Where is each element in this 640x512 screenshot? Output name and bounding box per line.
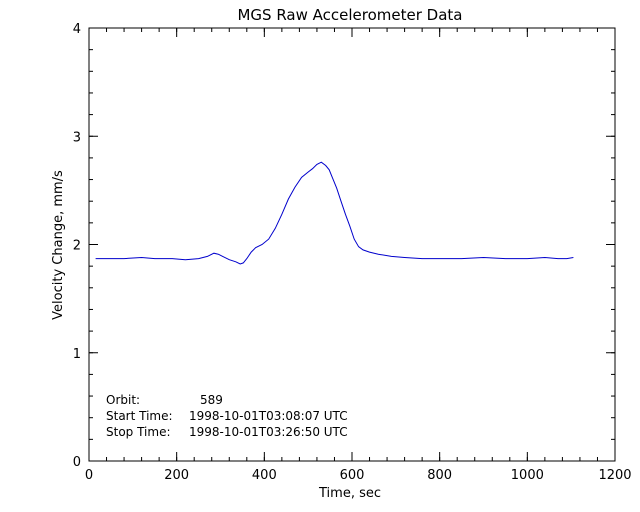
x-tick-label: 600 <box>340 468 365 483</box>
y-tick-label: 1 <box>73 347 81 362</box>
x-tick-label: 1200 <box>598 468 631 483</box>
x-tick-label: 800 <box>427 468 452 483</box>
x-tick-label: 1000 <box>511 468 544 483</box>
chart-title: MGS Raw Accelerometer Data <box>237 6 462 24</box>
x-tick-label: 0 <box>85 468 93 483</box>
start-time-label: Start Time: <box>106 409 173 423</box>
y-axis-label: Velocity Change, mm/s <box>51 170 66 320</box>
y-tick-label: 0 <box>73 455 81 470</box>
x-tick-label: 200 <box>164 468 189 483</box>
plot-frame <box>88 27 616 462</box>
x-tick-label: 400 <box>252 468 277 483</box>
start-time-value: 1998-10-01T03:08:07 UTC <box>189 409 348 423</box>
stop-time-label: Stop Time: <box>106 425 171 439</box>
orbit-label: Orbit: <box>106 393 140 407</box>
y-tick-label: 3 <box>73 130 81 145</box>
y-tick-label: 4 <box>73 22 81 37</box>
info-block: Orbit: 589 Start Time: 1998-10-01T03:08:… <box>106 393 348 439</box>
series-line <box>95 161 574 265</box>
y-tick-label: 2 <box>73 239 81 254</box>
stop-time-value: 1998-10-01T03:26:50 UTC <box>189 425 348 439</box>
x-axis-label: Time, sec <box>318 486 381 501</box>
orbit-value: 589 <box>200 393 223 407</box>
